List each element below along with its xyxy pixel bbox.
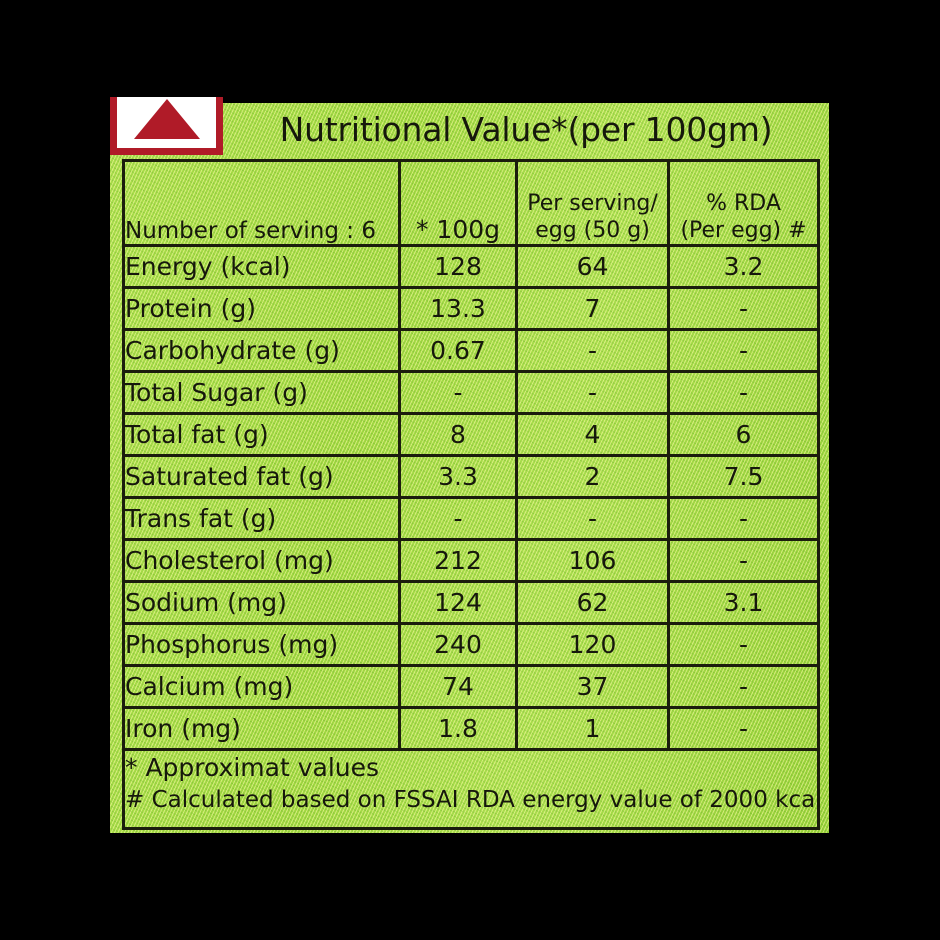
header-rda-line2: (Per egg) # [680,218,807,243]
value-per-serving: 120 [515,622,670,667]
nutrition-table: Number of serving : 6 * 100g Per serving… [122,159,822,830]
nutrient-name: Phosphorus (mg) [122,622,401,667]
nutrient-name: Cholesterol (mg) [122,538,401,583]
value-per-serving: 106 [515,538,670,583]
header-percent-rda: % RDA (Per egg) # [667,159,820,247]
nutrient-name: Total fat (g) [122,412,401,457]
value-per-100g: 212 [398,538,518,583]
nutrient-name: Energy (kcal) [122,244,401,289]
table-row: Total Sugar (g) - - - [122,370,820,415]
nutrient-name: Carbohydrate (g) [122,328,401,373]
value-per-serving: 37 [515,664,670,709]
footnote-approximate: * Approximat values [125,753,380,782]
non-vegetarian-mark-icon [110,97,223,155]
value-per-100g: 1.8 [398,706,518,751]
value-per-serving: 1 [515,706,670,751]
footnote-rda-basis: # Calculated based on FSSAI RDA energy v… [125,787,822,813]
value-per-100g: 8 [398,412,518,457]
value-per-serving: - [515,370,670,415]
value-percent-rda: 3.2 [667,244,820,289]
header-per-100g: * 100g [398,159,518,247]
value-per-100g: 0.67 [398,328,518,373]
value-per-serving: 2 [515,454,670,499]
table-row: Trans fat (g) - - - [122,496,820,541]
label-header: Nutritional Value*(per 100gm) [110,97,829,157]
value-percent-rda: - [667,328,820,373]
value-per-serving: - [515,328,670,373]
value-per-serving: 4 [515,412,670,457]
footnotes-cell: * Approximat values # Calculated based o… [122,748,822,830]
table-row: Protein (g) 13.3 7- [122,286,820,331]
page-title: Nutritional Value*(per 100gm) [279,110,773,149]
value-per-100g: - [398,370,518,415]
table-header-row: Number of serving : 6 * 100g Per serving… [122,159,820,247]
table-row: Iron (mg) 1.8 1- [122,706,820,751]
value-percent-rda: - [667,286,820,331]
table-row: Calcium (mg) 74 37- [122,664,820,709]
value-percent-rda: 6 [667,412,820,457]
header-per-serving: Per serving/ egg (50 g) [515,159,670,247]
value-per-100g: 240 [398,622,518,667]
red-triangle-shape [133,99,200,139]
table-row: Phosphorus (mg) 240 120- [122,622,820,667]
value-per-serving: 64 [515,244,670,289]
value-per-serving: - [515,496,670,541]
value-percent-rda: - [667,370,820,415]
value-percent-rda: - [667,622,820,667]
value-percent-rda: 3.1 [667,580,820,625]
value-percent-rda: - [667,706,820,751]
header-number-of-serving: Number of serving : 6 [122,159,401,247]
nutrient-name: Trans fat (g) [122,496,401,541]
table-row: Saturated fat (g) 3.3 2 7.5 [122,454,820,499]
table-row: Sodium (mg) 124 62 3.1 [122,580,820,625]
header-rda-line1: % RDA [706,191,781,216]
value-per-100g: 13.3 [398,286,518,331]
value-per-100g: 74 [398,664,518,709]
value-per-serving: 7 [515,286,670,331]
value-per-100g: 124 [398,580,518,625]
value-percent-rda: - [667,496,820,541]
table-row: Carbohydrate (g) 0.67- - [122,328,820,373]
table-row: Cholesterol (mg) 212 106- [122,538,820,583]
value-per-serving: 62 [515,580,670,625]
nutrient-name: Iron (mg) [122,706,401,751]
header-per-serving-line1: Per serving/ [527,191,658,216]
nutrition-label-panel: Nutritional Value*(per 100gm) Number of … [110,97,829,833]
table-row: Energy (kcal) 128 64 3.2 [122,244,820,289]
value-percent-rda: 7.5 [667,454,820,499]
value-percent-rda: - [667,538,820,583]
header-per-serving-line2: egg (50 g) [535,218,650,243]
value-per-100g: 3.3 [398,454,518,499]
value-per-100g: 128 [398,244,518,289]
value-percent-rda: - [667,664,820,709]
nutrient-name: Total Sugar (g) [122,370,401,415]
value-per-100g: - [398,496,518,541]
nutrient-name: Sodium (mg) [122,580,401,625]
nutrient-name: Saturated fat (g) [122,454,401,499]
table-row: Total fat (g) 8 4 6 [122,412,820,457]
nutrient-name: Calcium (mg) [122,664,401,709]
table-footnote-row: * Approximat values # Calculated based o… [122,748,822,830]
nutrient-name: Protein (g) [122,286,401,331]
